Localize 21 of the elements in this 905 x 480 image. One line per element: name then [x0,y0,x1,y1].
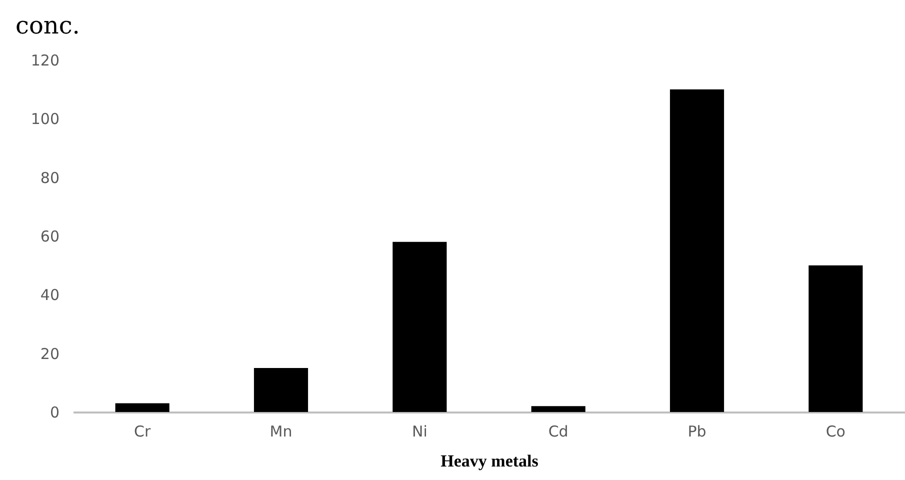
y-tick-label: 20 [40,344,60,363]
x-tick-label: Cr [134,422,152,440]
bar [808,265,863,412]
y-tick-label: 40 [40,286,60,304]
x-tick-label: Ni [412,422,428,440]
x-tick-label: Co [826,422,846,440]
x-tick-label: Cd [548,422,568,440]
y-axis-title: conc. [16,12,80,40]
y-tick-label: 100 [30,110,60,128]
bar [392,242,447,412]
bar [531,406,586,412]
bar [254,368,308,412]
y-tick-label: 60 [40,228,60,246]
bar [670,89,724,412]
y-tick-label: 120 [30,52,60,70]
x-tick-label: Mn [270,422,292,440]
bar [115,403,170,412]
x-tick-label: Pb [688,422,706,440]
x-axis-title: Heavy metals [440,452,539,470]
y-tick-label: 80 [40,168,60,187]
y-tick-label: 0 [50,404,60,422]
